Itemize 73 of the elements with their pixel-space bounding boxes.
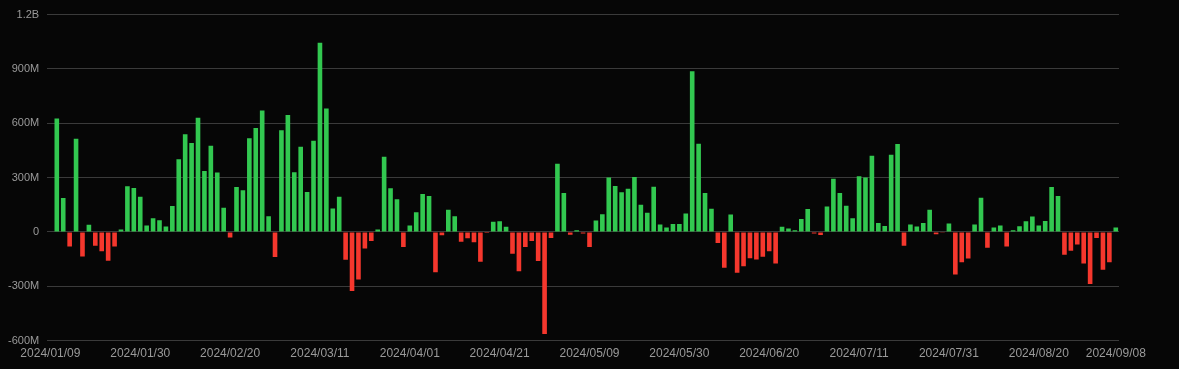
bar (709, 208, 714, 232)
bar (157, 220, 162, 232)
y-tick-label: -600M (7, 333, 40, 346)
bar (741, 232, 746, 267)
x-tick-label: 2024/04/01 (379, 346, 441, 361)
y-tick-label: 300M (11, 170, 40, 183)
bar (458, 232, 464, 242)
bar (818, 232, 823, 236)
bar (863, 177, 868, 232)
x-tick-label: 2024/02/20 (200, 346, 261, 361)
x-tick-label: 2024/03/11 (290, 346, 350, 361)
bar (587, 232, 592, 247)
bar (336, 196, 342, 232)
bar (266, 216, 271, 232)
bar (433, 232, 438, 273)
bar (619, 192, 624, 232)
bar (388, 188, 393, 232)
bar (831, 178, 836, 232)
bar (632, 176, 637, 232)
bar (1062, 232, 1067, 255)
bar (1004, 232, 1009, 247)
y-tick-label: 900M (11, 61, 40, 74)
bar (510, 232, 515, 254)
x-tick-label: 2024/07/31 (918, 346, 980, 361)
bar (895, 144, 900, 232)
bar (548, 232, 554, 238)
x-tick-label: 2024/01/30 (110, 346, 171, 361)
y-tick-label: -300M (7, 279, 40, 292)
bar (728, 214, 734, 232)
y-tick-label: 1.2B (16, 7, 40, 20)
bar (311, 140, 316, 232)
bar (189, 143, 194, 232)
bar (343, 232, 348, 260)
bar (555, 163, 560, 232)
bar (908, 224, 913, 232)
bar (401, 232, 406, 247)
x-tick-label: 2024/01/09 (20, 346, 81, 361)
bar (972, 224, 977, 232)
bar (567, 232, 573, 235)
bar (721, 232, 727, 268)
bar (407, 225, 413, 232)
bar (67, 232, 72, 247)
bar (985, 232, 990, 248)
bar (1107, 232, 1112, 263)
bar (125, 186, 130, 232)
bar (1094, 232, 1099, 238)
x-tick-label: 2024/05/09 (559, 346, 620, 361)
x-tick-label: 2024/05/30 (649, 346, 710, 361)
bar (60, 198, 66, 232)
bar (465, 232, 470, 239)
bar (1017, 226, 1022, 232)
bar (786, 228, 791, 232)
y-tick-label: 600M (11, 116, 40, 129)
bar (901, 232, 907, 246)
bar (234, 187, 239, 232)
bar (54, 118, 60, 232)
x-tick-label: 2024/09/08 (1085, 346, 1147, 361)
bar (356, 232, 361, 280)
y-tick-label: 0 (33, 224, 40, 237)
bar (227, 232, 233, 238)
bar (715, 232, 721, 243)
x-tick-label: 2024/04/21 (469, 346, 531, 361)
bar (112, 232, 117, 247)
bar (542, 232, 547, 334)
bar (279, 130, 284, 232)
bar (478, 232, 483, 262)
x-tick-label: 2024/07/11 (829, 346, 889, 361)
bar (997, 225, 1003, 232)
bar (202, 170, 207, 232)
bar (80, 232, 85, 257)
x-tick-label: 2024/08/20 (1008, 346, 1070, 361)
x-tick-label: 2024/06/20 (739, 346, 800, 361)
bar (368, 232, 374, 241)
